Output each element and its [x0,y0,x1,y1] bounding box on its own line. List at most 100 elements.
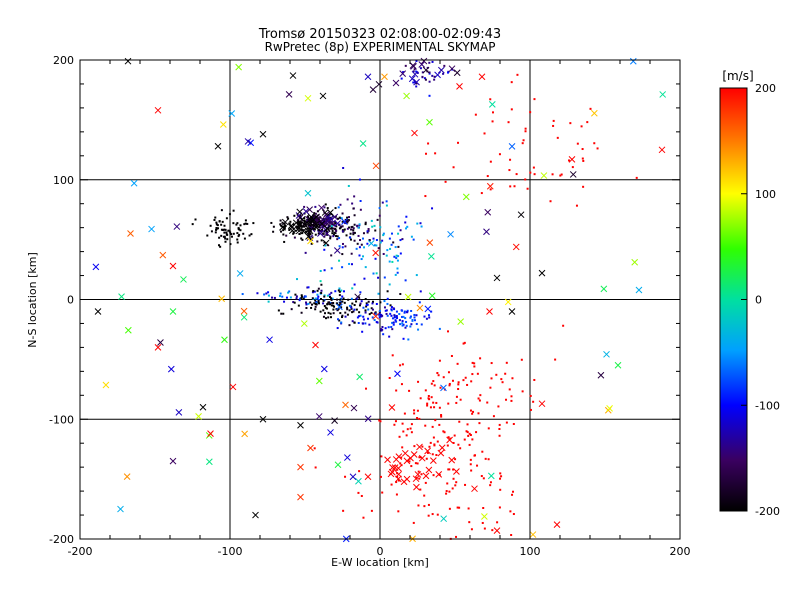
data-point [346,308,349,311]
data-point [395,257,398,260]
data-point-cross [117,505,124,513]
data-point [454,458,457,461]
data-point-cross [102,381,110,389]
data-point [334,232,337,235]
data-point [413,412,416,415]
data-point [314,466,317,469]
data-point-cross [422,472,430,480]
data-point-cross [327,209,334,216]
data-point [487,427,490,430]
data-point [377,276,380,279]
data-point [331,229,334,232]
data-point [433,78,436,81]
data-point [343,228,346,231]
data-point-cross [364,415,372,423]
data-point [336,298,339,301]
data-point [510,395,513,398]
data-point [339,203,342,206]
data-point [562,324,565,327]
data-point [421,445,424,448]
data-point [575,204,578,207]
data-point [408,389,411,392]
data-point [341,229,344,232]
data-point [447,371,450,374]
data-point [399,239,402,242]
data-point [477,397,480,400]
data-point [301,238,304,241]
data-point [499,488,502,491]
data-point [431,425,434,428]
data-point [220,234,223,237]
data-point [489,386,492,389]
data-point-cross [540,172,548,179]
data-point [401,363,404,366]
data-point [324,306,327,309]
data-point [308,227,311,230]
data-point [329,301,332,304]
data-point-cross [236,270,244,277]
data-point [304,295,307,298]
data-point [416,417,419,420]
data-point [432,380,435,383]
data-point-cross [148,225,155,233]
data-point [338,216,341,219]
data-point [353,195,356,198]
data-point [382,234,385,237]
data-point [569,122,572,125]
data-point [432,474,435,477]
data-point [358,178,361,181]
data-point [524,127,527,130]
y-tick-label: 0 [67,294,74,307]
data-point [256,292,259,295]
data-point [417,380,420,383]
data-point [359,314,362,317]
data-point [436,513,439,516]
data-point [397,479,400,482]
data-point [314,305,317,308]
data-point-cross [407,454,414,462]
data-point [426,402,429,405]
data-point [273,296,276,299]
data-point-cross [297,421,304,429]
data-point [474,113,477,116]
data-point [390,243,393,246]
data-point [439,386,442,389]
data-point [284,224,287,227]
data-point [362,306,365,309]
data-point [430,396,433,399]
data-point [313,290,316,293]
data-point [235,223,238,226]
data-point [305,307,308,310]
data-point [395,310,398,313]
data-point-cross [240,313,248,321]
data-point [280,312,283,315]
data-point [405,434,408,437]
data-point [427,142,430,145]
data-point [217,244,220,247]
data-point [414,462,417,465]
data-point [529,171,532,174]
data-point [371,316,374,319]
data-point [426,451,429,454]
data-point [489,188,492,191]
data-point [319,297,322,300]
data-point [498,434,501,437]
data-point [410,423,413,426]
data-point [437,374,440,377]
data-point-cross [219,121,227,128]
data-point [342,297,345,300]
data-point [297,220,300,223]
data-point-cross [418,454,426,462]
data-point-cross [344,454,351,461]
data-point [222,235,225,238]
data-point-cross [180,276,187,283]
data-point [390,325,393,328]
data-point [272,230,275,233]
data-point [282,233,285,236]
data-point [340,289,343,292]
data-point [447,436,450,439]
data-point [397,255,400,258]
data-point [359,302,362,305]
data-point [285,234,288,237]
data-point-cross [300,320,308,327]
